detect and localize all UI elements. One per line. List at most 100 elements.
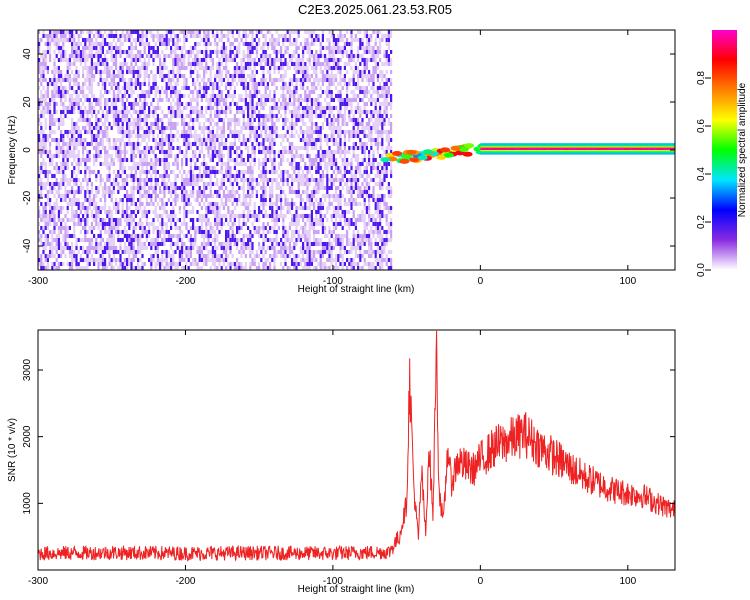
heatmap-cell bbox=[218, 94, 221, 98]
heatmap-cell bbox=[156, 102, 159, 106]
heatmap-cell bbox=[60, 198, 63, 202]
heatmap-cell bbox=[225, 214, 228, 218]
heatmap-cell bbox=[218, 146, 221, 150]
heatmap-cell bbox=[229, 54, 232, 58]
heatmap-cell bbox=[236, 262, 239, 266]
heatmap-cell bbox=[297, 114, 300, 118]
heatmap-cell bbox=[183, 74, 186, 78]
heatmap-cell bbox=[79, 258, 82, 262]
heatmap-cell bbox=[253, 62, 256, 66]
heatmap-cell bbox=[183, 34, 186, 38]
heatmap-cell bbox=[288, 246, 291, 250]
heatmap-cell bbox=[225, 254, 228, 258]
heatmap-cell bbox=[317, 134, 320, 138]
heatmap-cell bbox=[286, 254, 289, 258]
heatmap-cell bbox=[62, 158, 65, 162]
heatmap-cell bbox=[207, 230, 210, 234]
heatmap-cell bbox=[196, 102, 199, 106]
heatmap-cell bbox=[227, 198, 230, 202]
heatmap-cell bbox=[38, 70, 41, 74]
heatmap-cell bbox=[302, 226, 305, 230]
heatmap-cell bbox=[53, 98, 56, 102]
heatmap-cell bbox=[200, 254, 203, 258]
heatmap-cell bbox=[273, 218, 276, 222]
heatmap-cell bbox=[233, 238, 236, 242]
heatmap-cell bbox=[258, 234, 261, 238]
heatmap-cell bbox=[209, 102, 212, 106]
heatmap-cell bbox=[137, 50, 140, 54]
heatmap-cell bbox=[156, 258, 159, 262]
heatmap-cell bbox=[93, 146, 96, 150]
heatmap-cell bbox=[40, 130, 43, 134]
heatmap-cell bbox=[108, 194, 111, 198]
heatmap-cell bbox=[165, 138, 168, 142]
heatmap-cell bbox=[145, 42, 148, 46]
heatmap-cell bbox=[148, 110, 151, 114]
heatmap-cell bbox=[203, 162, 206, 166]
heatmap-cell bbox=[163, 34, 166, 38]
heatmap-cell bbox=[220, 186, 223, 190]
heatmap-cell bbox=[161, 34, 164, 38]
heatmap-cell bbox=[88, 106, 91, 110]
heatmap-cell bbox=[187, 266, 190, 270]
heatmap-cell bbox=[225, 66, 228, 70]
heatmap-cell bbox=[176, 114, 179, 118]
heatmap-cell bbox=[38, 138, 41, 142]
heatmap-cell bbox=[126, 66, 129, 70]
heatmap-cell bbox=[64, 58, 67, 62]
heatmap-cell bbox=[170, 102, 173, 106]
heatmap-cell bbox=[220, 218, 223, 222]
heatmap-cell bbox=[137, 134, 140, 138]
heatmap-cell bbox=[271, 62, 274, 66]
heatmap-cell bbox=[93, 158, 96, 162]
heatmap-cell bbox=[229, 106, 232, 110]
heatmap-cell bbox=[152, 134, 155, 138]
heatmap-cell bbox=[209, 54, 212, 58]
heatmap-cell bbox=[211, 246, 214, 250]
heatmap-cell bbox=[280, 86, 283, 90]
heatmap-cell bbox=[266, 170, 269, 174]
heatmap-cell bbox=[156, 70, 159, 74]
heatmap-cell bbox=[293, 146, 296, 150]
heatmap-cell bbox=[255, 142, 258, 146]
heatmap-cell bbox=[121, 198, 124, 202]
heatmap-cell bbox=[77, 198, 80, 202]
heatmap-cell bbox=[284, 106, 287, 110]
heatmap-cell bbox=[66, 226, 69, 230]
heatmap-cell bbox=[249, 234, 252, 238]
heatmap-cell bbox=[315, 146, 318, 150]
heatmap-cell bbox=[229, 82, 232, 86]
heatmap-cell bbox=[264, 202, 267, 206]
heatmap-cell bbox=[227, 158, 230, 162]
heatmap-cell bbox=[174, 134, 177, 138]
heatmap-cell bbox=[84, 98, 87, 102]
heatmap-cell bbox=[167, 174, 170, 178]
heatmap-cell bbox=[251, 74, 254, 78]
heatmap-cell bbox=[97, 58, 100, 62]
heatmap-cell bbox=[53, 90, 56, 94]
heatmap-cell bbox=[198, 114, 201, 118]
heatmap-cell bbox=[44, 182, 47, 186]
heatmap-cell bbox=[211, 94, 214, 98]
heatmap-cell bbox=[304, 94, 307, 98]
heatmap-cell bbox=[161, 86, 164, 90]
heatmap-cell bbox=[106, 126, 109, 130]
heatmap-cell bbox=[306, 154, 309, 158]
heatmap-cell bbox=[55, 234, 58, 238]
heatmap-cell bbox=[247, 126, 250, 130]
heatmap-cell bbox=[187, 250, 190, 254]
heatmap-cell bbox=[126, 62, 129, 66]
heatmap-cell bbox=[319, 198, 322, 202]
heatmap-cell bbox=[161, 158, 164, 162]
heatmap-cell bbox=[156, 158, 159, 162]
heatmap-cell bbox=[137, 138, 140, 142]
heatmap-cell bbox=[293, 170, 296, 174]
heatmap-cell bbox=[75, 198, 78, 202]
heatmap-cell bbox=[110, 74, 113, 78]
heatmap-cell bbox=[132, 54, 135, 58]
heatmap-cell bbox=[134, 250, 137, 254]
heatmap-cell bbox=[319, 138, 322, 142]
heatmap-cell bbox=[293, 122, 296, 126]
heatmap-cell bbox=[143, 46, 146, 50]
heatmap-cell bbox=[251, 70, 254, 74]
